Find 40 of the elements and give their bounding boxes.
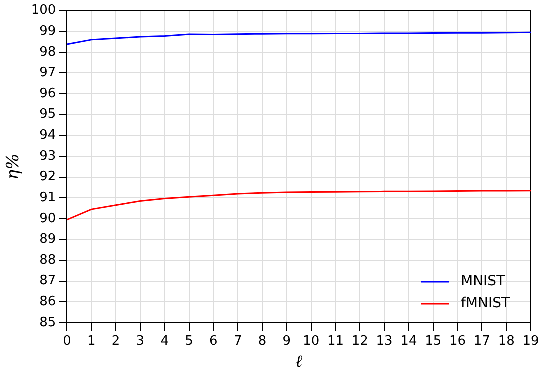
legend-label: MNIST — [461, 274, 506, 290]
x-tick-label: 10 — [303, 334, 320, 350]
x-tick-label: 8 — [258, 334, 267, 350]
y-tick-label: 97 — [40, 66, 56, 81]
y-tick-label: 89 — [40, 232, 56, 248]
x-tick-label: 17 — [474, 334, 490, 350]
x-tick-label: 19 — [522, 334, 540, 350]
y-tick-label: 98 — [40, 44, 56, 60]
y-tick-label: 93 — [40, 148, 56, 164]
y-tick-label: 91 — [40, 190, 56, 206]
y-tick-label: 95 — [40, 107, 56, 122]
x-tick-label: 4 — [160, 334, 169, 350]
y-tick-label: 100 — [31, 3, 56, 18]
y-tick-label: 90 — [40, 211, 56, 226]
x-tick-label: 16 — [449, 334, 466, 350]
x-tick-label: 15 — [425, 334, 442, 350]
y-axis-title: η% — [4, 154, 24, 180]
y-tick-label: 96 — [40, 86, 56, 102]
x-tick-label: 5 — [185, 334, 194, 350]
x-tick-label: 3 — [136, 334, 145, 350]
x-tick-label: 13 — [376, 334, 393, 350]
y-tick-label: 87 — [40, 274, 56, 289]
x-tick-label: 7 — [234, 334, 242, 350]
y-tick-label: 86 — [40, 294, 56, 310]
y-tick-label: 99 — [40, 24, 56, 39]
x-tick-label: 11 — [327, 334, 344, 350]
y-tick-label: 92 — [40, 170, 56, 185]
x-tick-label: 1 — [87, 334, 96, 350]
x-tick-label: 9 — [282, 334, 292, 350]
y-tick-label: 94 — [40, 128, 56, 144]
legend-label: fMNIST — [461, 296, 510, 312]
x-tick-label: 18 — [498, 334, 515, 350]
x-tick-label: 14 — [400, 334, 418, 350]
y-tick-label: 88 — [40, 252, 56, 268]
y-tick-label: 85 — [40, 315, 56, 330]
x-tick-label: 2 — [112, 334, 120, 350]
x-tick-label: 0 — [63, 334, 72, 350]
x-axis-title: ℓ — [296, 352, 303, 372]
x-tick-label: 6 — [210, 334, 218, 350]
x-tick-label: 12 — [352, 334, 368, 350]
